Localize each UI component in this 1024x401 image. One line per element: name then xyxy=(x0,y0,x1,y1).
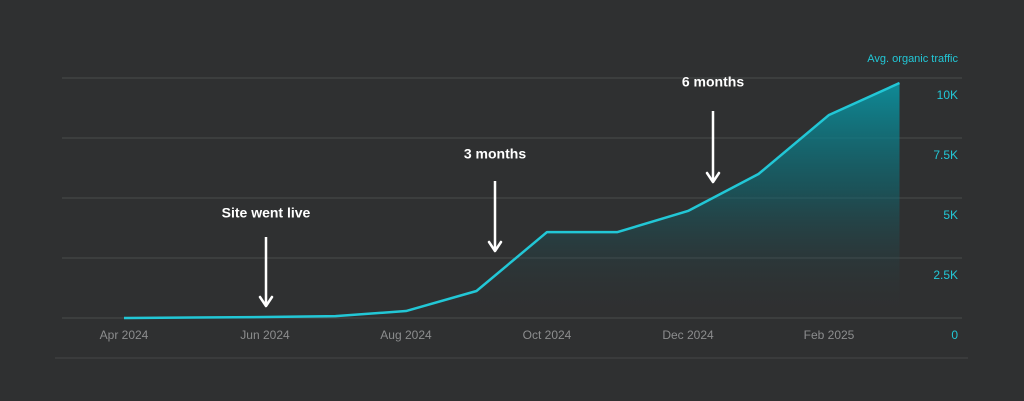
x-tick-label: Apr 2024 xyxy=(100,328,149,342)
arrow-head xyxy=(705,171,721,184)
area xyxy=(124,83,900,318)
x-tick-label: Dec 2024 xyxy=(662,328,714,342)
y-axis-title: Avg. organic traffic xyxy=(867,53,958,65)
annotation: 6 months xyxy=(682,74,744,90)
y-tick-label: 5K xyxy=(943,208,958,222)
y-tick-label: 7.5K xyxy=(933,148,958,162)
x-tick-label: Feb 2025 xyxy=(804,328,855,342)
x-tick-label: Oct 2024 xyxy=(523,328,572,342)
y-tick-label: 2.5K xyxy=(933,268,958,282)
line xyxy=(123,81,901,320)
x-tick-label: Jun 2024 xyxy=(240,328,290,342)
annotation: 3 months xyxy=(464,146,526,162)
x-tick-label: Aug 2024 xyxy=(380,328,432,342)
annotation: Site went live xyxy=(222,205,311,221)
y-tick-label: 0 xyxy=(951,328,958,342)
y-tick-label: 10K xyxy=(937,88,958,102)
arrow-head xyxy=(258,295,274,308)
arrow-head xyxy=(487,240,503,253)
